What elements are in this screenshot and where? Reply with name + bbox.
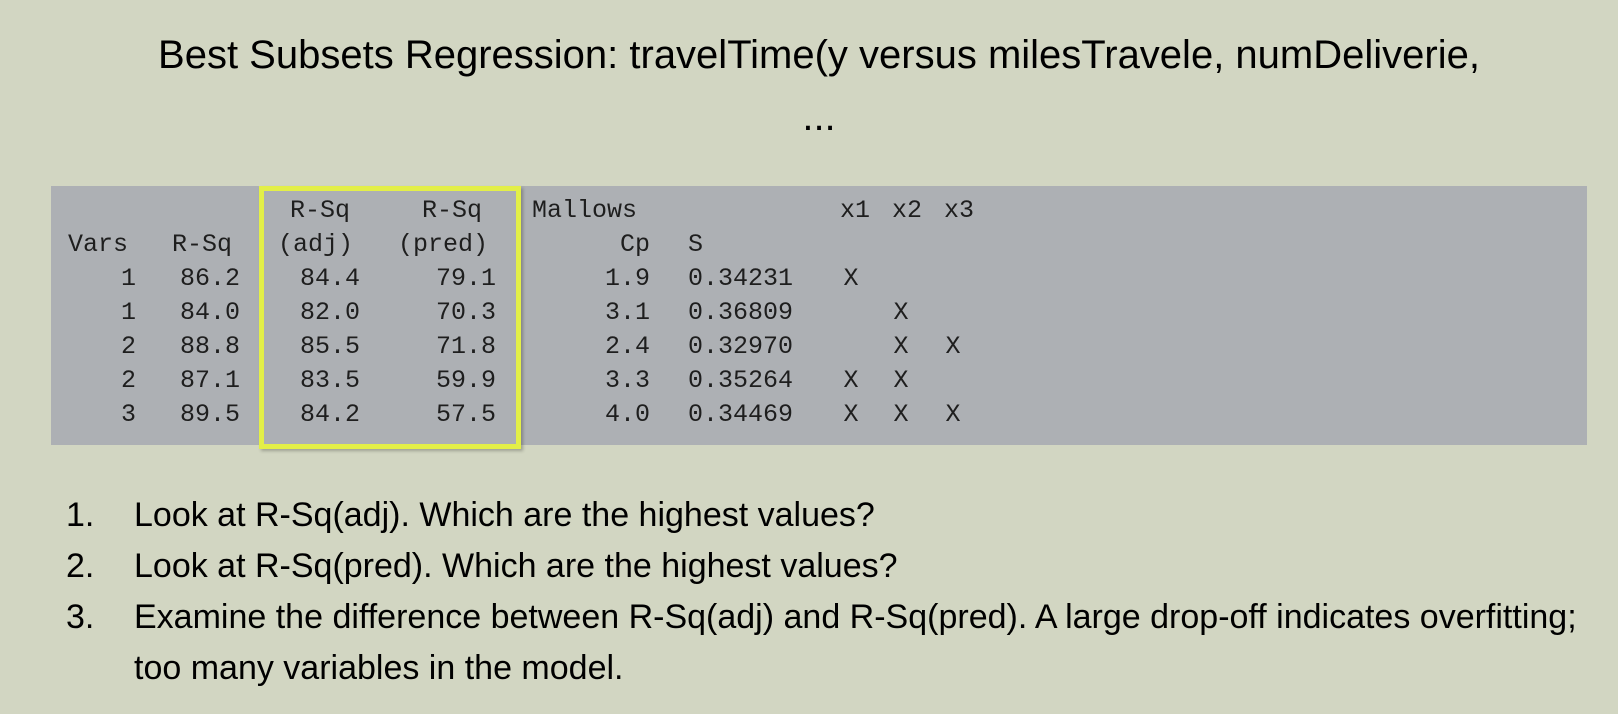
cell-x1: X <box>843 400 859 429</box>
cell-cp: 3.3 <box>604 366 650 395</box>
list-text: Look at R-Sq(pred). Which are the highes… <box>134 547 898 585</box>
cell-rsq-pred: 70.3 <box>435 298 496 327</box>
cell-x2: X <box>893 366 909 395</box>
cell-s: 0.35264 <box>688 366 794 395</box>
cell-rsq-pred: 59.9 <box>435 366 496 395</box>
cell-rsq: 86.2 <box>179 264 240 293</box>
cell-rsq-pred: 79.1 <box>435 264 496 293</box>
cell-rsq-pred: 57.5 <box>435 400 496 429</box>
cell-s: 0.34469 <box>688 400 794 429</box>
list-number: 1. <box>66 496 95 534</box>
cell-x2: X <box>893 298 909 327</box>
header-x3: x3 <box>944 196 975 225</box>
cell-cp: 2.4 <box>604 332 650 361</box>
cell-x1: X <box>843 366 859 395</box>
cell-x2: X <box>893 400 909 429</box>
rsq-highlight-box <box>259 186 521 449</box>
slide-title: Best Subsets Regression: travelTime(y ve… <box>40 24 1598 148</box>
cell-rsq-pred: 71.8 <box>435 332 496 361</box>
list-item: 2. Look at R-Sq(pred). Which are the hig… <box>66 541 1586 592</box>
list-item: 3. Examine the difference between R-Sq(a… <box>66 592 1586 694</box>
cell-cp: 1.9 <box>604 264 650 293</box>
cell-rsq: 87.1 <box>179 366 240 395</box>
cell-x3: X <box>945 400 961 429</box>
header-rsq: R-Sq <box>172 230 233 259</box>
cell-rsq: 84.0 <box>179 298 240 327</box>
cell-vars: 1 <box>120 264 136 293</box>
cell-vars: 3 <box>120 400 136 429</box>
header-x2: x2 <box>892 196 923 225</box>
header-rsq-pred-top: R-Sq <box>422 196 483 225</box>
header-rsq-adj-bottom: (adj) <box>278 230 354 259</box>
list-text: Look at R-Sq(adj). Which are the highest… <box>134 496 875 534</box>
cell-rsq-adj: 84.4 <box>299 264 360 293</box>
cell-cp: 3.1 <box>604 298 650 327</box>
cell-s: 0.36809 <box>688 298 794 327</box>
title-line-2: ... <box>802 95 836 139</box>
cell-rsq: 89.5 <box>179 400 240 429</box>
cell-rsq: 88.8 <box>179 332 240 361</box>
cell-vars: 1 <box>120 298 136 327</box>
cell-rsq-adj: 83.5 <box>299 366 360 395</box>
cell-x3: X <box>945 332 961 361</box>
header-x1: x1 <box>840 196 871 225</box>
cell-vars: 2 <box>120 366 136 395</box>
cell-x1: X <box>843 264 859 293</box>
header-cp: Cp <box>619 230 650 259</box>
question-list: 1. Look at R-Sq(adj). Which are the high… <box>66 490 1586 694</box>
cell-rsq-adj: 85.5 <box>299 332 360 361</box>
list-number: 3. <box>66 598 95 636</box>
header-mallows: Mallows <box>532 196 638 225</box>
cell-rsq-adj: 84.2 <box>299 400 360 429</box>
header-vars: Vars <box>68 230 129 259</box>
title-line-1: Best Subsets Regression: travelTime(y ve… <box>158 33 1480 77</box>
cell-s: 0.34231 <box>688 264 794 293</box>
list-number: 2. <box>66 547 95 585</box>
cell-cp: 4.0 <box>604 400 650 429</box>
cell-x2: X <box>893 332 909 361</box>
list-item: 1. Look at R-Sq(adj). Which are the high… <box>66 490 1586 541</box>
list-text: Examine the difference between R-Sq(adj)… <box>134 598 1577 687</box>
regression-output-panel <box>51 186 1587 445</box>
cell-s: 0.32970 <box>688 332 794 361</box>
cell-rsq-adj: 82.0 <box>299 298 360 327</box>
header-s: S <box>688 230 704 259</box>
header-rsq-adj-top: R-Sq <box>290 196 351 225</box>
header-rsq-pred-bottom: (pred) <box>398 230 489 259</box>
cell-vars: 2 <box>120 332 136 361</box>
